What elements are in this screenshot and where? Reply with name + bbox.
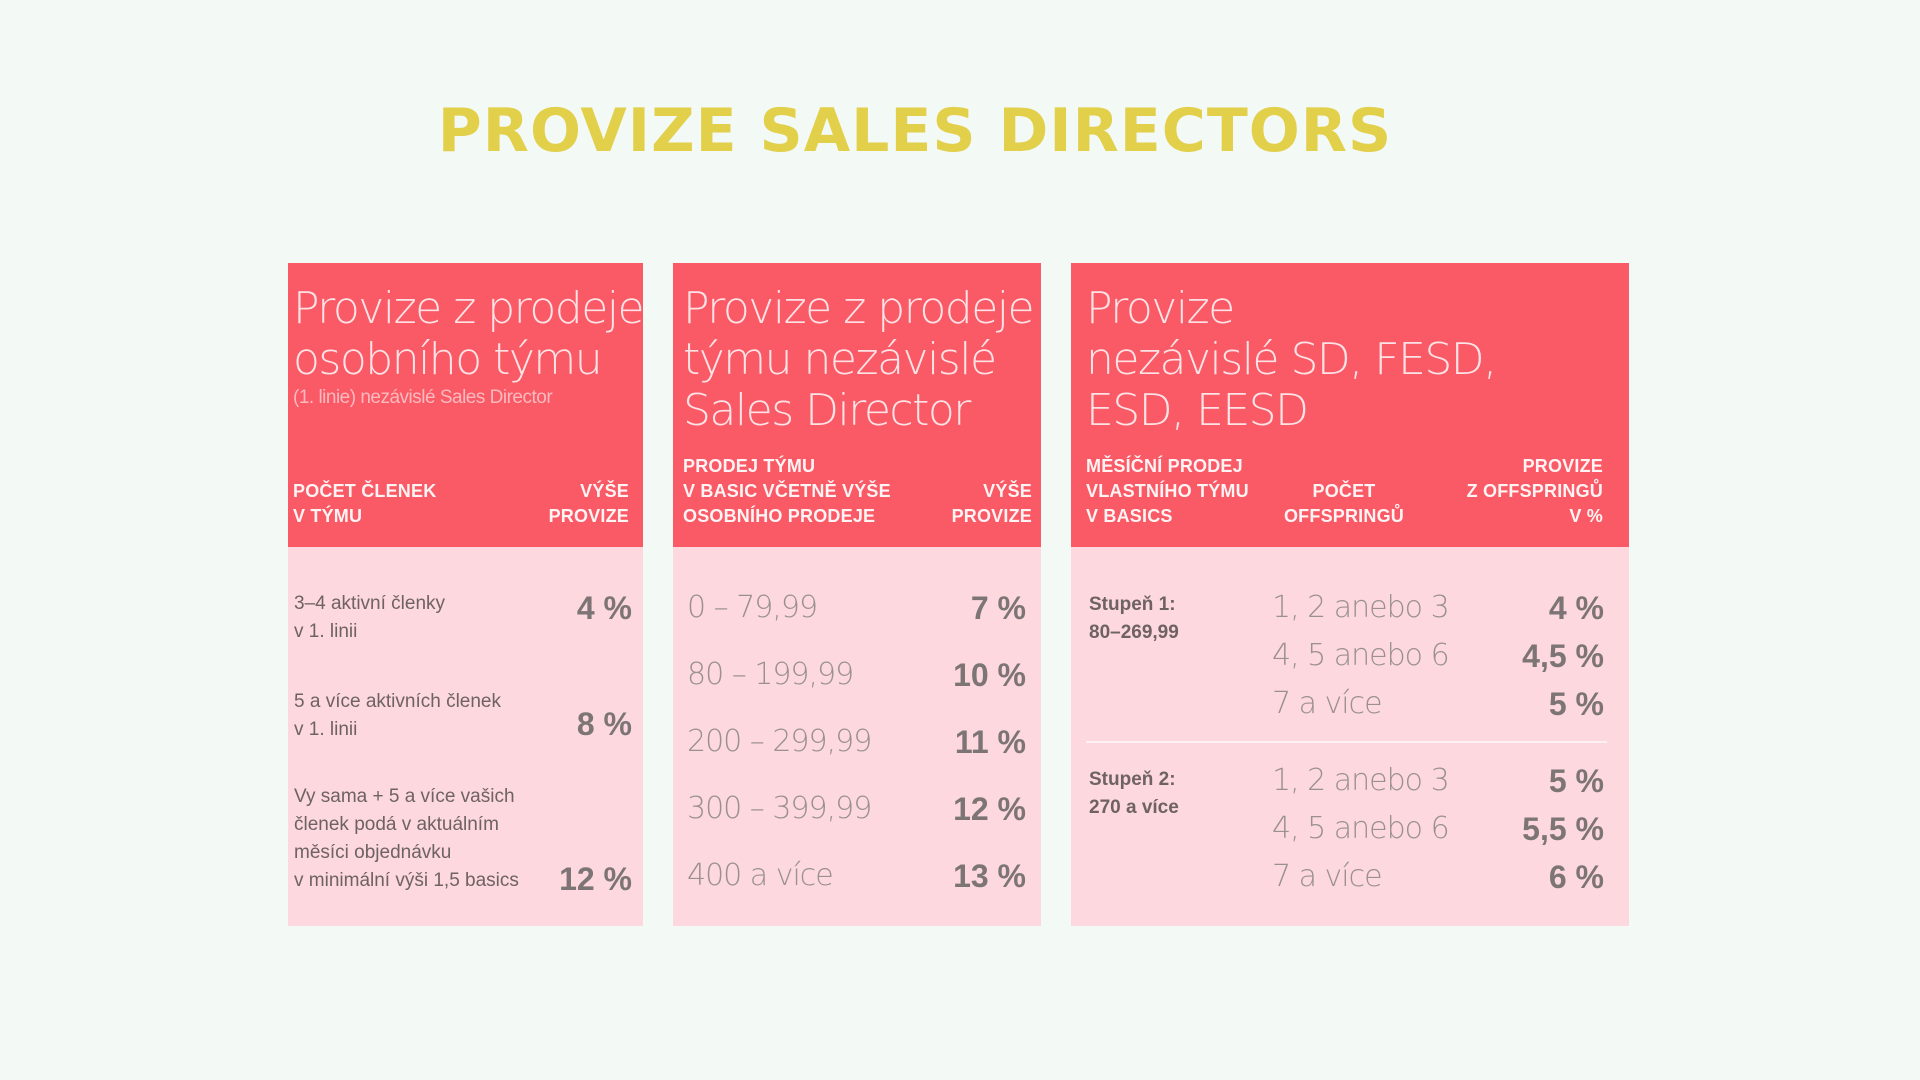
column-header-offspring-commission: PROVIZE Z OFFSPRINGŮ V % — [1466, 456, 1603, 526]
stage-divider — [1086, 741, 1607, 743]
row-description: 3–4 aktivní členky v 1. linii — [294, 593, 446, 642]
row-range: 200 – 299,99 — [687, 724, 872, 759]
card-personal-team: Provize z prodeje osobního týmu (1. lini… — [288, 263, 645, 926]
stage-label: Stupeň 1: 80–269,99 — [1089, 594, 1179, 643]
column-header-count: POČET ČLENEK V TÝMU — [293, 481, 437, 526]
card-team-sales: Provize z prodeje týmu nezávislé Sales D… — [673, 263, 1041, 926]
row-percentage: 10 % — [953, 657, 1026, 693]
offspring-count: 7 a více — [1272, 686, 1383, 721]
row-percentage: 11 % — [954, 724, 1026, 760]
card-header: Provize z prodeje osobního týmu (1. lini… — [288, 263, 645, 547]
offspring-count: 7 a více — [1272, 859, 1383, 894]
column-header-commission: VÝŠE PROVIZE — [548, 481, 629, 526]
row-percentage: 12 % — [559, 861, 632, 897]
offspring-count: 1, 2 anebo 3 — [1272, 763, 1450, 798]
row-range: 400 a více — [687, 858, 834, 893]
row-percentage: 12 % — [953, 791, 1026, 827]
row-percentage: 8 % — [576, 706, 632, 742]
offspring-count: 4, 5 anebo 6 — [1272, 811, 1450, 846]
row-description: Vy sama + 5 a více vašich členek podá v … — [294, 786, 519, 891]
column-header-monthly-sales: MĚSÍČNÍ PRODEJ VLASTNÍHO TÝMU V BASICS — [1086, 456, 1249, 526]
offspring-count: 1, 2 anebo 3 — [1272, 590, 1450, 625]
row-percentage: 7 % — [970, 590, 1026, 626]
offspring-count: 4, 5 anebo 6 — [1272, 638, 1450, 673]
row-percentage: 6 % — [1548, 859, 1604, 895]
row-range: 300 – 399,99 — [687, 791, 872, 826]
card-offspring: Provize nezávislé SD, FESD, ESD, EESD MĚ… — [1071, 263, 1629, 926]
row-percentage: 5 % — [1548, 686, 1604, 722]
row-percentage: 5 % — [1548, 763, 1604, 799]
row-percentage: 13 % — [953, 858, 1026, 894]
card-title: Provize z prodeje osobního týmu — [293, 283, 645, 385]
column-header-commission: VÝŠE PROVIZE — [951, 481, 1032, 526]
card-header: Provize z prodeje týmu nezávislé Sales D… — [673, 263, 1041, 547]
row-percentage: 4 % — [576, 590, 632, 626]
card-title: Provize z prodeje týmu nezávislé Sales D… — [683, 283, 1035, 436]
row-description: 5 a více aktivních členek v 1. linii — [294, 691, 501, 740]
row-percentage: 4 % — [1548, 590, 1604, 626]
column-header-team-sales: PRODEJ TÝMU V BASIC VČETNĚ VÝŠE OSOBNÍHO… — [683, 456, 891, 526]
row-percentage: 5,5 % — [1522, 811, 1604, 847]
card-subtitle: (1. linie) nezávislé Sales Director — [293, 387, 553, 408]
column-header-offspring-count: POČET OFFSPRINGŮ — [1283, 481, 1404, 526]
row-percentage: 4,5 % — [1522, 638, 1604, 674]
page-title: PROVIZE SALES DIRECTORS — [437, 96, 1393, 166]
card-header: Provize nezávislé SD, FESD, ESD, EESD MĚ… — [1071, 263, 1629, 547]
stage-label: Stupeň 2: 270 a více — [1089, 769, 1179, 818]
card-title: Provize nezávislé SD, FESD, ESD, EESD — [1086, 283, 1497, 436]
row-range: 0 – 79,99 — [687, 590, 818, 625]
row-range: 80 – 199,99 — [687, 657, 854, 692]
